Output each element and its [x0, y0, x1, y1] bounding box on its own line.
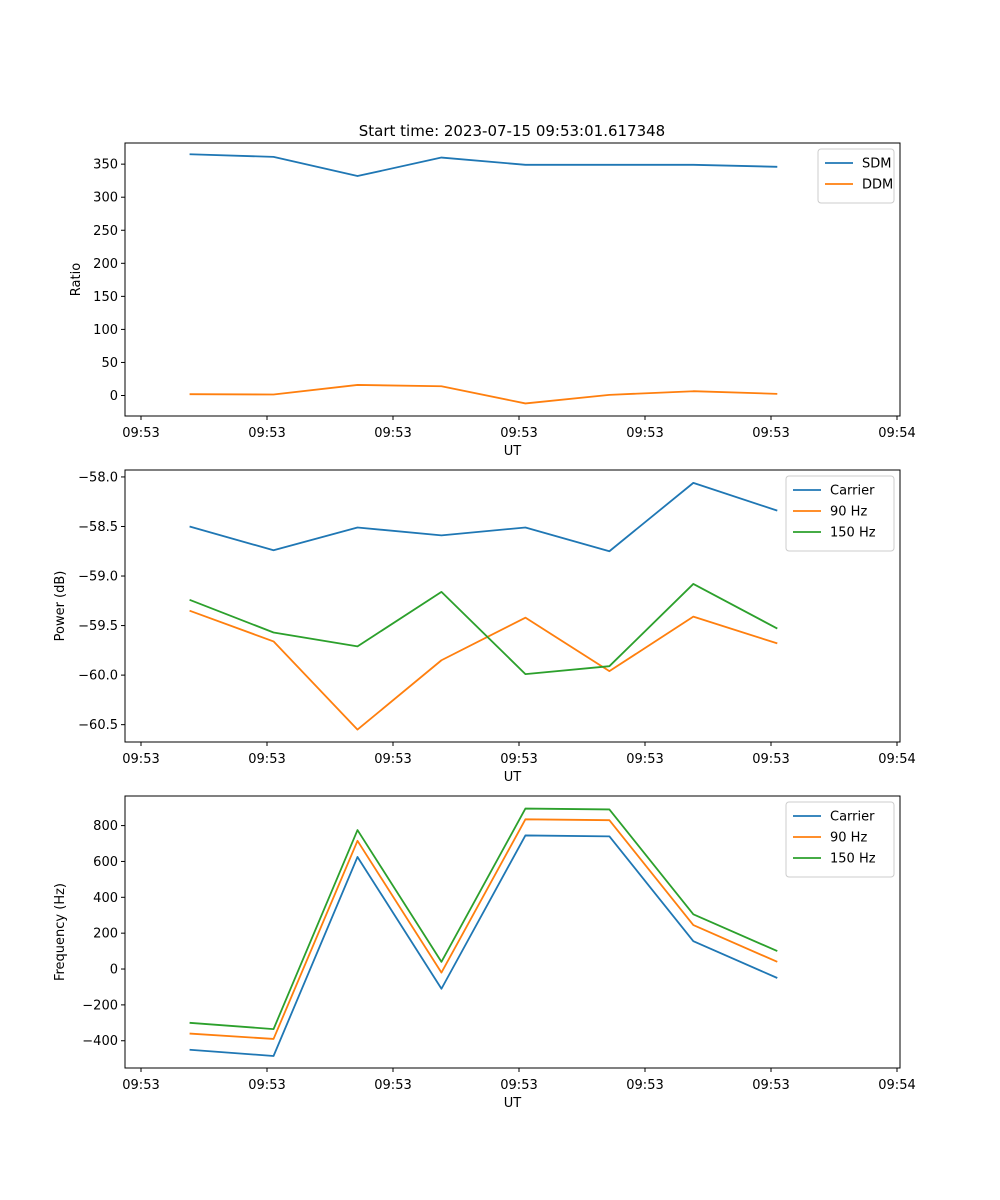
- y-tick-label: 800: [93, 819, 118, 834]
- plot-frame: [124, 142, 901, 417]
- y-tick-label: 0: [110, 389, 118, 404]
- chart-power: 09:53 09:53 09:53 09:53 09:53 09:53 09:54 −60.5…: [53, 469, 916, 785]
- series-line-150-hz: [189, 807, 778, 1030]
- y-tick-label: −400: [82, 1034, 118, 1049]
- x-tick-label: 09:53: [248, 1078, 285, 1093]
- x-axis-label: UT: [504, 444, 522, 459]
- y-tick-label: −59.0: [78, 570, 118, 585]
- chart-ratio: Start time: 2023-07-15 09:53:01.617348 0…: [69, 122, 916, 459]
- legend-label: 150 Hz: [830, 526, 876, 541]
- y-tick-label: 350: [93, 158, 118, 173]
- y-tick-label: 0: [110, 963, 118, 978]
- plot-frame: [124, 795, 901, 1069]
- x-tick-label: 09:54: [878, 426, 915, 441]
- series-line-carrier: [189, 481, 778, 553]
- x-tick-label: 09:53: [500, 752, 537, 767]
- y-tick-label: 100: [93, 323, 118, 338]
- y-tick-label: 50: [101, 356, 118, 371]
- chart-frequency: 09:53 09:53 09:53 09:53 09:53 09:53 09:54 −400 −…: [53, 795, 916, 1111]
- y-tick-label: 600: [93, 855, 118, 870]
- y-tick-label: −58.5: [78, 520, 118, 535]
- x-tick-label: 09:53: [626, 752, 663, 767]
- x-axis-label: UT: [504, 770, 522, 785]
- series-line-ddm: [189, 384, 778, 405]
- legend-label: DDM: [862, 178, 893, 193]
- y-tick-label: −60.5: [78, 718, 118, 733]
- legend-label: 150 Hz: [830, 852, 876, 867]
- y-tick-label: 400: [93, 891, 118, 906]
- y-tick-label: −59.5: [78, 619, 118, 634]
- y-axis-label: Frequency (Hz): [53, 883, 68, 981]
- legend-label: 90 Hz: [830, 831, 867, 846]
- x-tick-label: 09:53: [122, 752, 159, 767]
- x-tick-label: 09:53: [248, 752, 285, 767]
- y-tick-label: 150: [93, 290, 118, 305]
- x-tick-label: 09:54: [878, 1078, 915, 1093]
- x-tick-label: 09:53: [500, 426, 537, 441]
- legend-label: Carrier: [830, 484, 875, 499]
- x-tick-label: 09:53: [122, 426, 159, 441]
- x-tick-label: 09:53: [752, 1078, 789, 1093]
- y-tick-label: −200: [82, 998, 118, 1013]
- legend-label: 90 Hz: [830, 505, 867, 520]
- y-tick-label: 250: [93, 224, 118, 239]
- y-tick-label: −60.0: [78, 669, 118, 684]
- x-tick-label: 09:53: [374, 752, 411, 767]
- y-tick-label: 200: [93, 257, 118, 272]
- x-tick-label: 09:53: [248, 426, 285, 441]
- y-tick-label: −58.0: [78, 470, 118, 485]
- y-axis-label: Power (dB): [53, 571, 68, 642]
- x-tick-label: 09:54: [878, 752, 915, 767]
- chart-title: Start time: 2023-07-15 09:53:01.617348: [359, 122, 665, 140]
- x-tick-label: 09:53: [374, 426, 411, 441]
- series-line-90-hz: [189, 818, 778, 1040]
- legend: Carrier 90 Hz 150 Hz: [785, 801, 895, 878]
- y-axis-label: Ratio: [69, 263, 84, 296]
- legend-label: SDM: [862, 157, 891, 172]
- x-axis-label: UT: [504, 1096, 522, 1111]
- x-tick-label: 09:53: [752, 426, 789, 441]
- series-line-90-hz: [189, 609, 778, 731]
- y-tick-label: 200: [93, 927, 118, 942]
- x-tick-label: 09:53: [122, 1078, 159, 1093]
- series-line-150-hz: [189, 583, 778, 676]
- x-tick-label: 09:53: [626, 1078, 663, 1093]
- x-tick-label: 09:53: [500, 1078, 537, 1093]
- legend-label: Carrier: [830, 810, 875, 825]
- legend: Carrier 90 Hz 150 Hz: [785, 475, 895, 552]
- x-tick-label: 09:53: [626, 426, 663, 441]
- y-tick-label: 300: [93, 191, 118, 206]
- x-tick-label: 09:53: [752, 752, 789, 767]
- legend: SDM DDM: [817, 148, 895, 204]
- x-tick-label: 09:53: [374, 1078, 411, 1093]
- plot-frame: [124, 469, 901, 743]
- series-line-sdm: [189, 153, 778, 177]
- series-line-carrier: [189, 834, 778, 1057]
